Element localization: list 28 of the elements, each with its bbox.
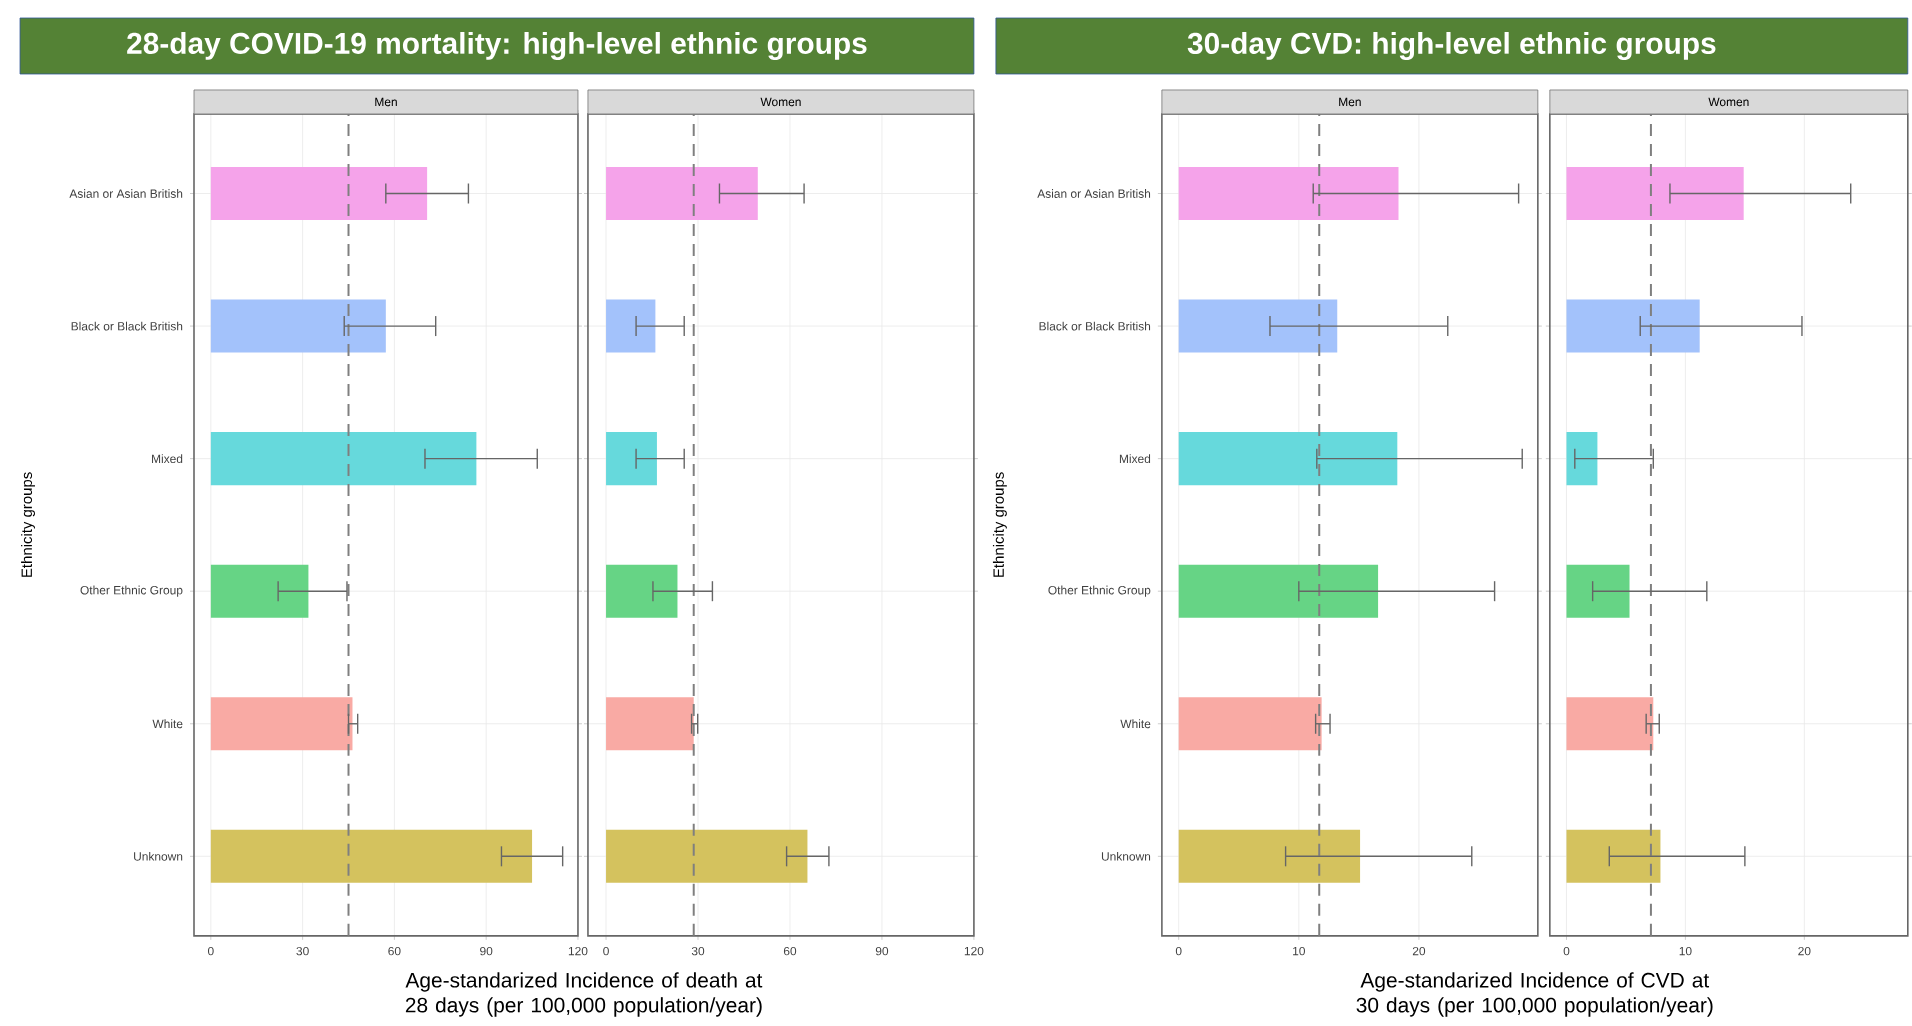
bar	[210, 299, 386, 353]
bar	[606, 432, 657, 486]
x-axis-title: Age-standarized Incidence of death at 28 days (per 100,000 population/year)	[405, 972, 763, 1017]
bar	[210, 829, 533, 883]
chart-title: 30-day CVD: high-level ethnic groups	[1187, 32, 1716, 61]
bar	[1566, 167, 1744, 221]
bar	[1566, 564, 1630, 618]
bar	[1178, 167, 1399, 221]
bar	[606, 299, 656, 353]
bar	[1566, 299, 1700, 353]
bar	[1566, 432, 1598, 486]
bar	[1178, 299, 1338, 353]
bar	[1178, 564, 1379, 618]
bar	[606, 564, 678, 618]
bar	[1566, 697, 1654, 751]
bar	[606, 167, 758, 221]
chart-title: 28-day COVID-19 mortality: high-level ethnic groups	[127, 32, 867, 61]
bar	[1178, 432, 1398, 486]
bar	[1566, 829, 1661, 883]
bar	[210, 564, 309, 618]
bar	[1178, 829, 1361, 883]
bar	[606, 697, 694, 751]
x-axis-title: Age-standarized Incidence of CVD at 30 days (per 100,000 population/year)	[1356, 972, 1713, 1017]
bar	[210, 167, 428, 221]
bar	[1178, 697, 1322, 751]
bar	[210, 697, 353, 751]
bar	[210, 432, 477, 486]
bar	[606, 829, 808, 883]
